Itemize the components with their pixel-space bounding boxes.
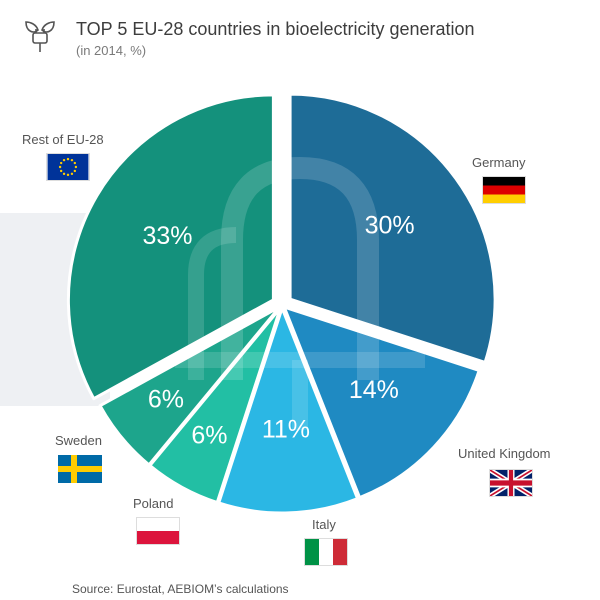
label-italy: Italy xyxy=(312,517,336,532)
flag-united-kingdom-icon xyxy=(489,469,533,497)
label-germany: Germany xyxy=(472,155,526,170)
flag-sweden-icon xyxy=(58,455,102,483)
slice-rest-of-eu-28 xyxy=(66,93,275,401)
flag-poland-icon xyxy=(136,517,180,545)
plug-watermark-icon xyxy=(175,156,425,430)
value-label-sweden: 6% xyxy=(148,386,184,414)
slice-sweden xyxy=(98,305,282,467)
slice-italy xyxy=(217,306,360,515)
slice-united-kingdom xyxy=(282,305,481,500)
value-label-united-kingdom: 14% xyxy=(349,376,399,404)
value-label-italy: 11% xyxy=(262,416,310,444)
flag-germany-icon xyxy=(482,176,526,204)
slice-germany xyxy=(288,92,497,364)
label-united-kingdom: United Kingdom xyxy=(458,446,551,461)
flag-eu-icon xyxy=(46,153,90,181)
label-poland: Poland xyxy=(133,496,174,511)
value-label-rest-of-eu-28: 33% xyxy=(142,222,192,250)
chart-subtitle: (in 2014, %) xyxy=(76,43,147,58)
chart-title: TOP 5 EU-28 countries in bioelectricity … xyxy=(76,19,475,39)
value-label-poland: 6% xyxy=(191,422,227,450)
label-sweden: Sweden xyxy=(55,433,102,448)
plug-leaf-icon xyxy=(25,21,55,52)
label-rest-of-eu-28: Rest of EU-28 xyxy=(22,132,104,147)
value-label-germany: 30% xyxy=(365,211,415,239)
flag-italy-icon xyxy=(304,538,348,566)
source-note: Source: Eurostat, AEBIOM’s calculations xyxy=(72,582,289,596)
